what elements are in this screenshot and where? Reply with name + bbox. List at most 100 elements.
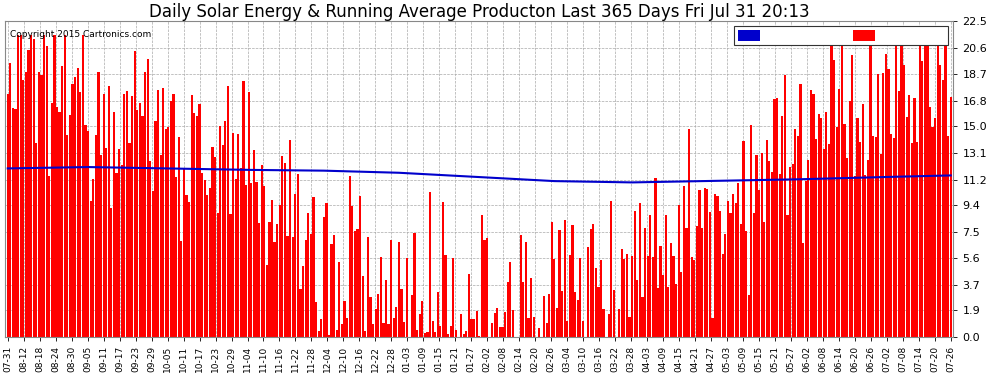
Bar <box>631 256 634 337</box>
Bar <box>525 242 527 337</box>
Bar <box>558 230 560 337</box>
Bar <box>730 213 732 337</box>
Bar <box>353 231 356 337</box>
Bar <box>271 200 273 337</box>
Bar <box>50 103 52 337</box>
Bar <box>502 327 504 337</box>
Bar <box>794 129 796 337</box>
Bar <box>185 195 188 337</box>
Bar <box>639 203 641 337</box>
Bar <box>833 60 836 337</box>
Bar <box>331 244 333 337</box>
Bar <box>382 322 384 337</box>
Legend: Average (kWh), Daily (kWh): Average (kWh), Daily (kWh) <box>735 27 947 45</box>
Bar <box>864 175 866 337</box>
Bar <box>520 235 522 337</box>
Bar <box>289 140 291 337</box>
Bar <box>869 35 871 337</box>
Bar <box>167 128 169 337</box>
Bar <box>222 145 224 337</box>
Bar <box>149 161 151 337</box>
Bar <box>294 194 296 337</box>
Bar <box>874 137 877 337</box>
Bar <box>691 257 693 337</box>
Bar <box>566 321 568 337</box>
Bar <box>725 234 727 337</box>
Bar <box>175 177 177 337</box>
Bar <box>302 266 304 337</box>
Bar <box>571 225 573 337</box>
Bar <box>390 240 392 337</box>
Bar <box>717 196 719 337</box>
Bar <box>281 156 283 337</box>
Bar <box>12 108 14 337</box>
Bar <box>164 129 167 337</box>
Bar <box>462 334 465 337</box>
Bar <box>198 104 201 337</box>
Bar <box>268 222 270 337</box>
Bar <box>651 257 654 337</box>
Bar <box>333 235 336 337</box>
Bar <box>416 330 418 337</box>
Bar <box>727 201 729 337</box>
Bar <box>162 88 164 337</box>
Bar <box>118 148 120 337</box>
Bar <box>637 280 639 337</box>
Bar <box>781 116 783 337</box>
Bar <box>341 324 344 337</box>
Bar <box>121 165 123 337</box>
Bar <box>74 77 76 337</box>
Bar <box>336 330 338 337</box>
Bar <box>932 127 934 337</box>
Bar <box>400 289 403 337</box>
Bar <box>621 249 623 337</box>
Bar <box>193 113 195 337</box>
Bar <box>947 136 949 337</box>
Bar <box>522 282 525 337</box>
Bar <box>646 256 648 337</box>
Bar <box>792 164 794 337</box>
Bar <box>499 327 501 337</box>
Bar <box>949 97 951 337</box>
Bar <box>20 35 22 337</box>
Bar <box>95 135 97 337</box>
Bar <box>664 215 667 337</box>
Bar <box>411 296 413 337</box>
Bar <box>841 35 843 337</box>
Bar <box>265 265 268 337</box>
Bar <box>877 74 879 337</box>
Bar <box>784 75 786 337</box>
Bar <box>131 96 134 337</box>
Bar <box>696 226 698 337</box>
Bar <box>494 313 496 337</box>
Bar <box>313 196 315 337</box>
Bar <box>123 94 126 337</box>
Bar <box>43 35 46 337</box>
Bar <box>582 321 584 337</box>
Bar <box>180 241 182 337</box>
Bar <box>276 224 278 337</box>
Bar <box>204 180 206 337</box>
Bar <box>245 186 248 337</box>
Bar <box>608 314 610 337</box>
Bar <box>773 99 776 337</box>
Bar <box>600 260 602 337</box>
Bar <box>642 297 644 337</box>
Bar <box>238 134 240 337</box>
Bar <box>545 322 547 337</box>
Bar <box>848 100 850 337</box>
Bar <box>129 143 131 337</box>
Bar <box>126 92 128 337</box>
Bar <box>481 216 483 337</box>
Bar <box>818 114 820 337</box>
Bar <box>49 176 50 337</box>
Bar <box>346 318 348 337</box>
Bar <box>543 296 545 337</box>
Bar <box>25 72 27 337</box>
Bar <box>919 40 921 337</box>
Bar <box>9 63 12 337</box>
Bar <box>219 126 222 337</box>
Bar <box>861 104 863 337</box>
Title: Daily Solar Energy & Running Average Producton Last 365 Days Fri Jul 31 20:13: Daily Solar Energy & Running Average Pro… <box>148 3 810 21</box>
Bar <box>89 201 92 337</box>
